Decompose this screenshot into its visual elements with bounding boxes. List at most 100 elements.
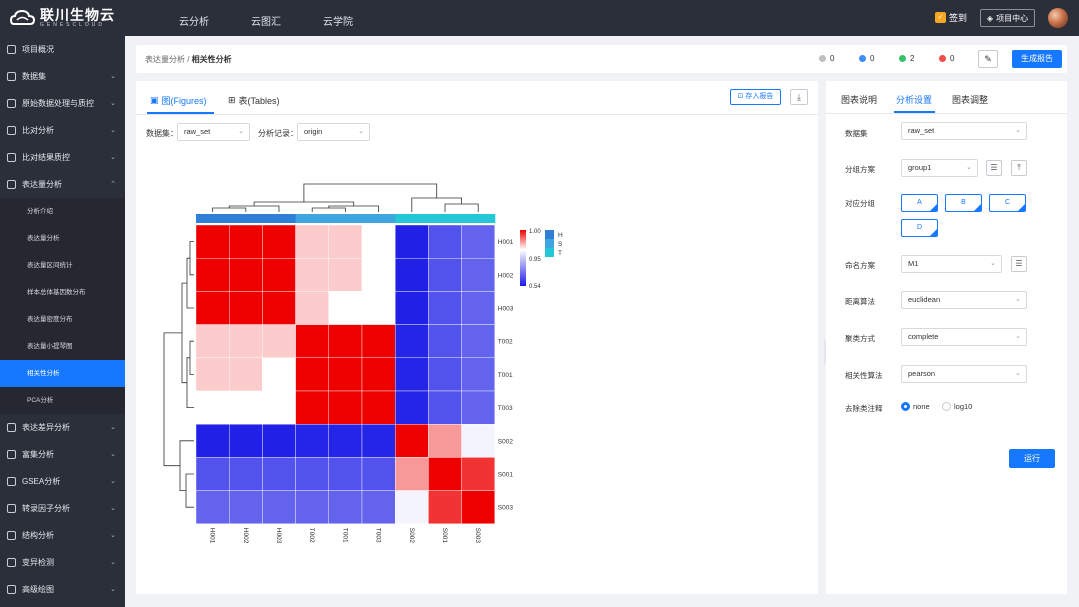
tab-chart-adjust[interactable]: 图表调整 — [952, 95, 989, 105]
heatmap-cell — [262, 324, 296, 359]
distance-select[interactable]: euclidean ⌄ — [901, 291, 1027, 309]
edit-note-button[interactable]: ✎ — [978, 50, 998, 68]
project-center-button[interactable]: ◈ 项目中心 — [980, 9, 1035, 27]
heatmap-cell — [361, 224, 396, 259]
heatmap-cell — [295, 257, 330, 292]
sidebar-item-label: 原始数据处理与质控 — [22, 99, 94, 108]
sidebar-item-label: 转录因子分析 — [22, 504, 70, 513]
naming-select[interactable]: M1 ⌄ — [901, 255, 1002, 273]
logo[interactable]: 联川生物云 GENESCLOUD — [9, 8, 115, 28]
heatmap-cell — [295, 224, 330, 259]
heatmap-cell — [228, 357, 263, 392]
sidebar-subitem[interactable]: 样本总体基因数分布 — [0, 279, 125, 306]
run-button[interactable]: 运行 — [1009, 449, 1055, 468]
sidebar-subitem[interactable]: 分析介绍 — [0, 198, 125, 225]
group-scheme-select[interactable]: group1 ⌄ — [901, 159, 978, 177]
sidebar-item-label: 富集分析 — [22, 450, 54, 459]
tab-figures[interactable]: ▣ 图(Figures) — [150, 94, 207, 107]
color-scale-label: 1.00 — [529, 229, 541, 235]
heatmap-cell — [262, 291, 296, 325]
group-b-button[interactable]: B — [945, 194, 982, 212]
group-c-button[interactable]: C — [989, 194, 1026, 212]
sidebar-item-label: 结构分析 — [22, 531, 54, 540]
sidebar-subitem[interactable]: 表达量小提琴图 — [0, 333, 125, 360]
sidebar-item-triangle[interactable]: 表达量分析 ⌃ — [0, 171, 125, 198]
status-running[interactable]: 0 — [859, 54, 874, 63]
save-to-report-button[interactable]: ⊡ 存入报告 — [730, 89, 781, 105]
sidebar-item-diff[interactable]: 表达差异分析 ⌄ — [0, 414, 125, 441]
logo-subtext: GENESCLOUD — [40, 22, 106, 28]
sidebar-item-structure[interactable]: 结构分析 ⌄ — [0, 522, 125, 549]
sidebar-item-grid[interactable]: 项目概况 — [0, 36, 125, 63]
heatmap-cell — [361, 490, 396, 525]
status-pending[interactable]: 0 — [819, 54, 834, 63]
status-success[interactable]: 2 — [899, 54, 914, 63]
heatmap-cell — [195, 457, 230, 491]
tab-chart-description[interactable]: 图表说明 — [841, 95, 878, 105]
group-scheme-value: group1 — [908, 163, 932, 172]
group-scheme-edit-button[interactable]: ☰ — [986, 160, 1002, 176]
sidebar-subitem[interactable]: 表达量区间统计 — [0, 252, 125, 279]
sidebar-item-filter[interactable]: 原始数据处理与质控 ⌄ — [0, 90, 125, 117]
legend-swatch — [545, 248, 554, 257]
sidebar-item-variant[interactable]: 变异检测 ⌄ — [0, 549, 125, 576]
dataset-label: 数据集： — [146, 129, 178, 138]
save-to-report-label: 存入报告 — [745, 93, 774, 100]
sidebar-subitem[interactable]: 表达量密度分布 — [0, 306, 125, 333]
sidebar-item-list[interactable]: 比对分析 ⌄ — [0, 117, 125, 144]
transform-label: 去除类注释 — [845, 404, 883, 413]
row-label: H002 — [498, 272, 514, 279]
row-label: S001 — [498, 472, 514, 479]
row-dendrogram-branch — [189, 340, 194, 375]
naming-edit-button[interactable]: ☰ — [1011, 256, 1027, 272]
radio-log10[interactable]: log10 — [942, 402, 972, 411]
nav-cloud-analysis[interactable]: 云分析 — [179, 17, 209, 28]
edit-icon: ✎ — [984, 54, 992, 64]
breadcrumb-parent[interactable]: 表达量分析 — [145, 55, 185, 64]
breadcrumb-current: 相关性分析 — [191, 55, 232, 64]
sidebar-item-tf[interactable]: 转录因子分析 ⌄ — [0, 495, 125, 522]
sidebar-item-gsea[interactable]: GSEA分析 ⌄ — [0, 468, 125, 495]
cluster-label: 聚类方式 — [845, 334, 875, 343]
list-icon: ☰ — [990, 163, 998, 172]
nav-cloud-academy[interactable]: 云学院 — [323, 17, 353, 28]
radio-unchecked-icon — [942, 402, 951, 411]
sidebar-item-label: 数据集 — [22, 72, 46, 81]
column-label: T001 — [341, 528, 348, 543]
correlation-select[interactable]: pearson ⌄ — [901, 365, 1027, 383]
row-dendrogram-branch — [179, 440, 194, 491]
cluster-select[interactable]: complete ⌄ — [901, 328, 1027, 346]
sign-in-button[interactable]: ✓ 签到 — [935, 11, 967, 24]
column-dendrogram-branch — [311, 207, 346, 212]
tab-tables[interactable]: ⊞ 表(Tables) — [228, 94, 280, 107]
avatar[interactable] — [1048, 8, 1068, 28]
radio-none[interactable]: none — [901, 402, 930, 411]
status-failed[interactable]: 0 — [939, 54, 954, 63]
row-dendrogram-branch — [186, 257, 194, 309]
sidebar-item-check-list[interactable]: 比对结果质控 ⌄ — [0, 144, 125, 171]
nav-cloud-charts[interactable]: 云图汇 — [251, 17, 281, 28]
save-icon: ⊡ — [737, 93, 744, 100]
sidebar-item-paint[interactable]: 高级绘图 ⌄ — [0, 576, 125, 603]
group-scheme-upload-button[interactable]: ⤒ — [1011, 160, 1027, 176]
group-a-button[interactable]: A — [901, 194, 938, 212]
sidebar-item-enrich[interactable]: 富集分析 ⌄ — [0, 441, 125, 468]
sidebar-subitem[interactable]: 相关性分析 — [0, 360, 125, 387]
record-select[interactable]: origin ⌄ — [297, 123, 370, 141]
heatmap-cell — [295, 390, 330, 425]
group-annotation-bar — [395, 214, 429, 223]
sidebar-subitem[interactable]: 表达量分析 — [0, 225, 125, 252]
sidebar-subitem[interactable]: PCA分析 — [0, 387, 125, 414]
sidebar-item-dataset[interactable]: 数据集 ⌄ — [0, 63, 125, 90]
group-d-button[interactable]: D — [901, 219, 938, 237]
chevron-down-icon: ⌄ — [1015, 127, 1021, 134]
heatmap-cell — [228, 257, 263, 292]
legend-label: S — [558, 241, 563, 248]
dataset-select[interactable]: raw_set ⌄ — [177, 123, 250, 141]
download-button[interactable]: ⤓ — [790, 89, 808, 105]
tab-analysis-settings[interactable]: 分析设置 — [896, 95, 933, 105]
legend-swatch — [545, 230, 554, 239]
generate-report-button[interactable]: 生成报告 — [1012, 50, 1062, 68]
settings-dataset-select[interactable]: raw_set ⌄ — [901, 122, 1027, 140]
row-dendrogram-branch — [185, 473, 194, 508]
